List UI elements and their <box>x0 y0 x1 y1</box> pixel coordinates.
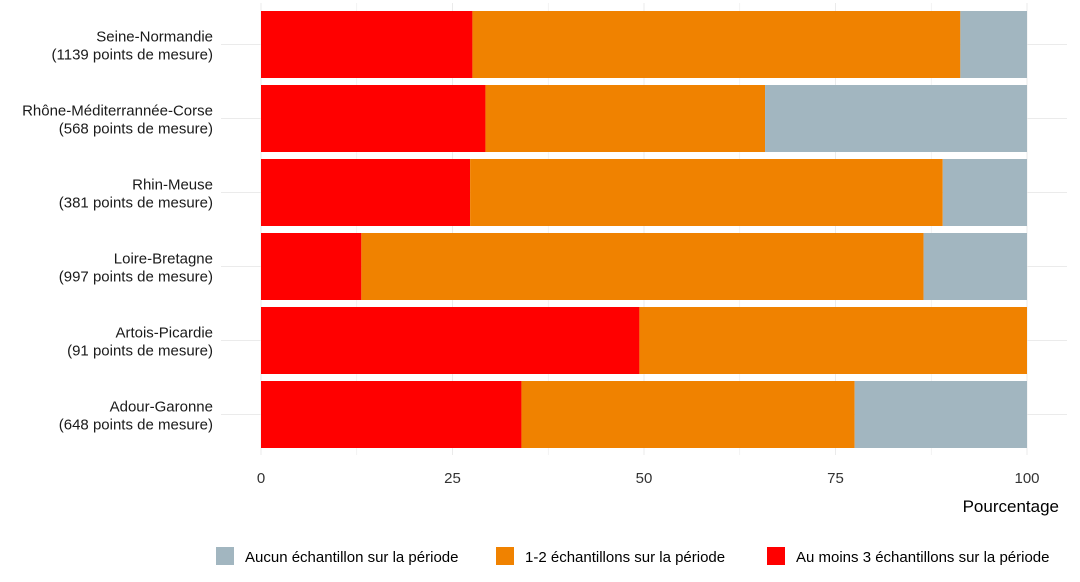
category-labels: Seine-Normandie(1139 points de mesure) Rh… <box>22 29 213 434</box>
x-axis-title: Pourcentage <box>963 497 1059 516</box>
legend-label: 1-2 échantillons sur la période <box>525 549 725 566</box>
legend-label: Aucun échantillon sur la période <box>245 549 458 566</box>
bar-segment <box>361 233 924 300</box>
x-tick-label: 25 <box>444 470 461 487</box>
category-sublabel: (1139 points de mesure) <box>52 47 213 64</box>
bar-segment <box>261 11 473 78</box>
bar-segment <box>261 85 486 152</box>
category-label: Rhin-Meuse <box>132 177 213 194</box>
x-tick-label: 0 <box>257 470 265 487</box>
legend: Aucun échantillon sur la période 1-2 écha… <box>216 547 1049 566</box>
category-sublabel: (997 points de mesure) <box>59 269 213 286</box>
bar-segment <box>261 307 640 374</box>
category-label: Adour-Garonne <box>110 399 213 416</box>
category-label: Loire-Bretagne <box>114 251 213 268</box>
category-label: Rhône-Méditerrannée-Corse <box>22 103 213 120</box>
bar-segment <box>485 85 766 152</box>
category-label: Seine-Normandie <box>96 29 213 46</box>
bar-segment <box>261 381 522 448</box>
x-axis-ticks: 0 25 50 75 100 <box>257 470 1040 487</box>
x-tick-label: 75 <box>827 470 844 487</box>
bar-segment <box>960 11 1027 78</box>
bar-segment <box>521 381 855 448</box>
x-tick-label: 50 <box>636 470 653 487</box>
legend-label: Au moins 3 échantillons sur la période <box>796 549 1049 566</box>
bar-segment <box>261 159 471 226</box>
category-sublabel: (381 points de mesure) <box>59 195 213 212</box>
bar-segment <box>472 11 961 78</box>
legend-swatch <box>767 547 785 565</box>
x-tick-label: 100 <box>1014 470 1039 487</box>
bars-layer <box>261 11 1027 448</box>
bar-segment <box>261 233 362 300</box>
legend-swatch <box>496 547 514 565</box>
category-sublabel: (568 points de mesure) <box>59 121 213 138</box>
legend-swatch <box>216 547 234 565</box>
category-label: Artois-Picardie <box>115 325 213 342</box>
bar-segment <box>854 381 1027 448</box>
bar-segment <box>470 159 943 226</box>
category-sublabel: (91 points de mesure) <box>67 343 213 360</box>
bar-segment <box>923 233 1027 300</box>
category-sublabel: (648 points de mesure) <box>59 417 213 434</box>
bar-segment <box>639 307 1027 374</box>
bar-segment <box>765 85 1027 152</box>
bar-segment <box>942 159 1027 226</box>
